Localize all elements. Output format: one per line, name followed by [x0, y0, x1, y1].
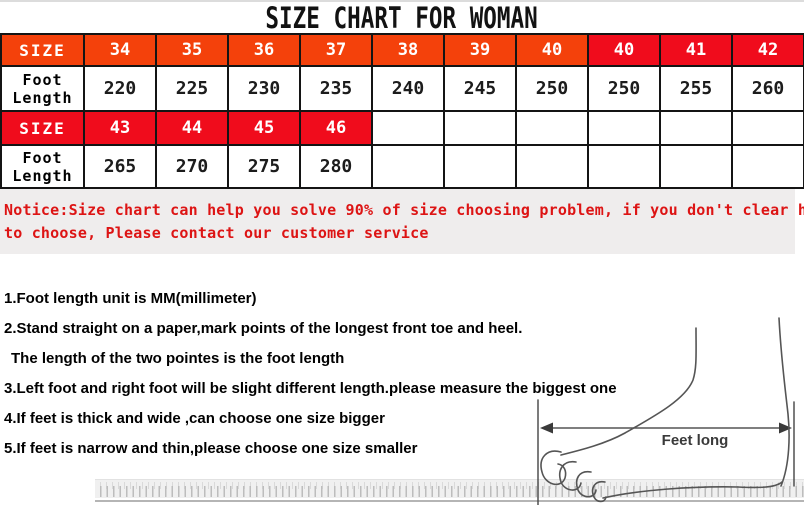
- instruction-line: 4.If feet is thick and wide ,can choose …: [4, 410, 385, 427]
- length-cell: 275: [227, 144, 301, 189]
- arrow-head-left-icon: [540, 422, 553, 434]
- size-cell: 37: [299, 33, 373, 67]
- page-title: SIZE CHART FOR WOMAN: [0, 0, 804, 35]
- size-cell: 39: [443, 33, 517, 67]
- instruction-line: The length of the two pointes is the foo…: [11, 350, 345, 367]
- empty-cell: [731, 144, 804, 189]
- feet-long-label: Feet long: [662, 432, 729, 449]
- empty-cell: [371, 144, 445, 189]
- length-cell: 240: [371, 65, 445, 112]
- empty-cell: [443, 144, 517, 189]
- foot-length-header-cell: Foot Length: [0, 65, 85, 112]
- empty-cell: [659, 144, 733, 189]
- length-cell: 220: [83, 65, 157, 112]
- length-cell: 255: [659, 65, 733, 112]
- length-cell: 230: [227, 65, 301, 112]
- size-cell: 41: [659, 33, 733, 67]
- size-cell: 40: [587, 33, 661, 67]
- foot-toe-line: [575, 470, 597, 498]
- length-cell: 265: [83, 144, 157, 189]
- table-row-size-1: SIZE 34 35 36 37 38 39 40 40 41 42: [0, 33, 804, 67]
- page-title-text: SIZE CHART FOR WOMAN: [265, 0, 539, 35]
- foot-measure-diagram-icon: Feet long: [537, 317, 795, 505]
- empty-cell: [587, 110, 661, 146]
- foot-toe-line: [540, 450, 567, 486]
- instruction-line: 1.Foot length unit is MM(millimeter): [4, 290, 257, 307]
- length-cell: 225: [155, 65, 229, 112]
- empty-cell: [443, 110, 517, 146]
- empty-cell: [731, 110, 804, 146]
- notice-line-2: to choose, Please contact our customer s…: [4, 224, 429, 242]
- size-cell: 34: [83, 33, 157, 67]
- arrow-head-right-icon: [779, 422, 792, 434]
- size-header-cell: SIZE: [0, 110, 85, 146]
- size-cell: 42: [731, 33, 804, 67]
- size-cell: 36: [227, 33, 301, 67]
- length-cell: 245: [443, 65, 517, 112]
- foot-heel-line: [778, 317, 790, 487]
- empty-cell: [515, 110, 589, 146]
- table-row-foot-length-1: Foot Length 220 225 230 235 240 245 250 …: [0, 65, 804, 112]
- size-cell: 35: [155, 33, 229, 67]
- instruction-line: 5.If feet is narrow and thin,please choo…: [4, 440, 418, 457]
- length-cell: 250: [515, 65, 589, 112]
- size-cell: 44: [155, 110, 229, 146]
- foot-toe-line: [559, 460, 582, 491]
- notice-banner: Notice:Size chart can help you solve 90%…: [0, 189, 804, 254]
- foot-toe-line: [591, 480, 607, 503]
- foot-length-header-cell: Foot Length: [0, 144, 85, 189]
- size-cell: 45: [227, 110, 301, 146]
- length-cell: 250: [587, 65, 661, 112]
- size-cell: 38: [371, 33, 445, 67]
- notice-line-1: Notice:Size chart can help you solve 90%…: [4, 201, 804, 219]
- length-cell: 280: [299, 144, 373, 189]
- length-cell: 260: [731, 65, 804, 112]
- empty-cell: [587, 144, 661, 189]
- empty-cell: [659, 110, 733, 146]
- instruction-list: 1.Foot length unit is MM(millimeter) 2.S…: [4, 284, 629, 464]
- empty-cell: [515, 144, 589, 189]
- size-cell: 40: [515, 33, 589, 67]
- size-cell: 43: [83, 110, 157, 146]
- instruction-line: 3.Left foot and right foot will be sligh…: [4, 380, 617, 397]
- instruction-line: 2.Stand straight on a paper,mark points …: [4, 320, 523, 337]
- foot-sole-line: [602, 481, 783, 499]
- table-row-size-2: SIZE 43 44 45 46: [0, 110, 804, 146]
- ruler-baseline: [95, 500, 804, 502]
- empty-cell: [371, 110, 445, 146]
- foot-instep-line: [560, 327, 697, 456]
- length-cell: 270: [155, 144, 229, 189]
- length-cell: 235: [299, 65, 373, 112]
- measuring-instructions-section: 1.Foot length unit is MM(millimeter) 2.S…: [0, 254, 804, 505]
- size-header-cell: SIZE: [0, 33, 85, 67]
- table-row-foot-length-2: Foot Length 265 270 275 280: [0, 144, 804, 189]
- size-cell: 46: [299, 110, 373, 146]
- size-table: SIZE 34 35 36 37 38 39 40 40 41 42 Foot …: [0, 33, 804, 189]
